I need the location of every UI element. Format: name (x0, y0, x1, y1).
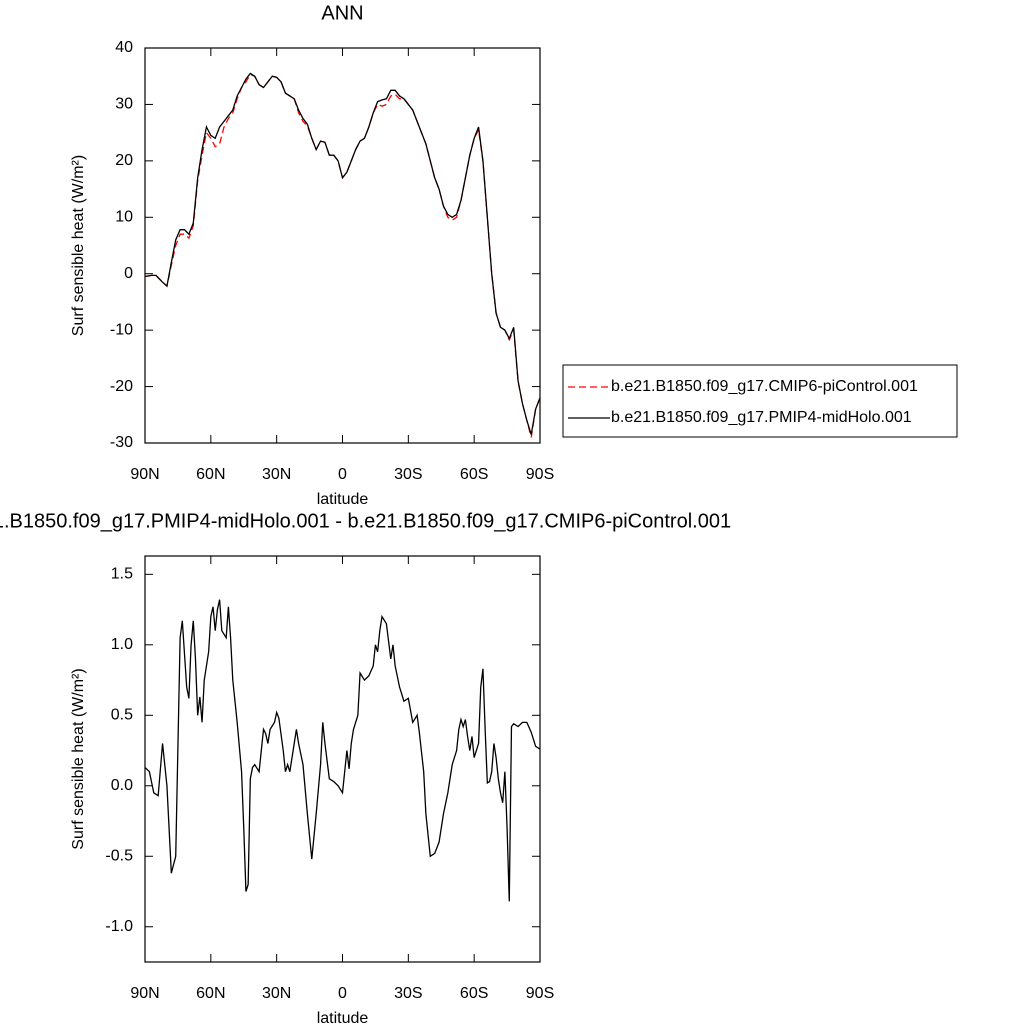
legend-frame (562, 364, 958, 438)
plot-frame (144, 555, 541, 963)
y-tick-label: 0.0 (111, 777, 133, 794)
x-tick-label: 60N (196, 985, 225, 1002)
y-tick-label: 0 (124, 265, 133, 282)
data-line (144, 599, 541, 902)
x-tick-label: 0 (338, 985, 347, 1002)
y-tick-label: 30 (115, 96, 133, 113)
y-axis-label: Surf sensible heat (W/m²) (70, 668, 87, 849)
x-tick-label: 90S (526, 466, 554, 483)
x-tick-label: 60S (460, 985, 488, 1002)
x-tick-label: 30N (262, 985, 291, 1002)
x-tick-label: 90N (130, 985, 159, 1002)
y-tick-label: 10 (115, 209, 133, 226)
y-tick-label: -10 (110, 321, 133, 338)
x-axis-label: latitude (317, 1010, 369, 1024)
x-tick-label: 30S (394, 466, 422, 483)
x-tick-label: 90S (526, 985, 554, 1002)
x-tick-label: 30S (394, 985, 422, 1002)
y-tick-label: -20 (110, 378, 133, 395)
x-tick-label: 0 (338, 466, 347, 483)
x-tick-label: 30N (262, 466, 291, 483)
y-axis-label: Surf sensible heat (W/m²) (70, 155, 87, 336)
y-tick-label: 1.0 (111, 636, 133, 653)
data-line (144, 73, 541, 438)
plot-frame (144, 47, 541, 444)
y-tick-label: 0.5 (111, 707, 133, 724)
x-tick-label: 60N (196, 466, 225, 483)
chart-title: ANN (321, 2, 363, 24)
x-axis-label: latitude (317, 491, 369, 508)
y-tick-label: -30 (110, 434, 133, 451)
chart-title: b.e21.B1850.f09_g17.PMIP4-midHolo.001 - … (0, 510, 731, 532)
legend-label: b.e21.B1850.f09_g17.CMIP6-piControl.001 (611, 378, 918, 395)
y-tick-label: 40 (115, 39, 133, 56)
x-tick-label: 90N (130, 466, 159, 483)
y-tick-label: 20 (115, 152, 133, 169)
legend: b.e21.B1850.f09_g17.CMIP6-piControl.001b… (562, 364, 958, 438)
data-line (144, 72, 541, 435)
y-tick-label: -0.5 (105, 847, 133, 864)
y-tick-label: -1.0 (105, 918, 133, 935)
y-tick-label: 1.5 (111, 566, 133, 583)
x-tick-label: 60S (460, 466, 488, 483)
legend-label: b.e21.B1850.f09_g17.PMIP4-midHolo.001 (611, 409, 912, 426)
